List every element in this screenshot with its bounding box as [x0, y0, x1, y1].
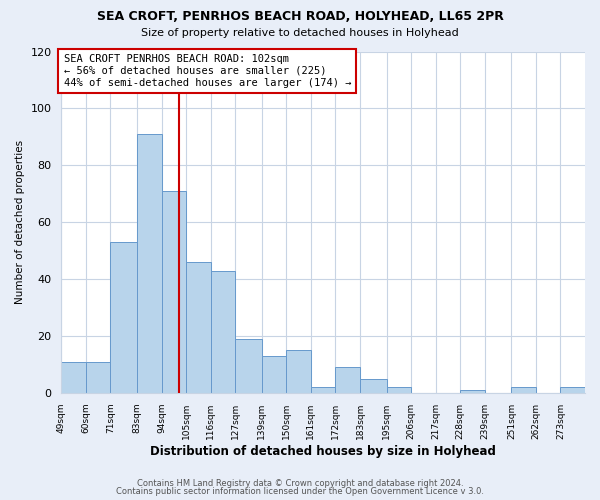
X-axis label: Distribution of detached houses by size in Holyhead: Distribution of detached houses by size … [150, 444, 496, 458]
Bar [235, 339, 262, 393]
Bar [262, 356, 286, 393]
Bar [211, 270, 235, 393]
Bar [86, 362, 110, 393]
Bar [137, 134, 161, 393]
Bar [61, 362, 86, 393]
Bar [387, 387, 411, 393]
Text: SEA CROFT PENRHOS BEACH ROAD: 102sqm
← 56% of detached houses are smaller (225)
: SEA CROFT PENRHOS BEACH ROAD: 102sqm ← 5… [64, 54, 351, 88]
Bar [161, 191, 186, 393]
Text: SEA CROFT, PENRHOS BEACH ROAD, HOLYHEAD, LL65 2PR: SEA CROFT, PENRHOS BEACH ROAD, HOLYHEAD,… [97, 10, 503, 23]
Bar [286, 350, 311, 393]
Text: Contains HM Land Registry data © Crown copyright and database right 2024.: Contains HM Land Registry data © Crown c… [137, 478, 463, 488]
Bar [311, 387, 335, 393]
Bar [460, 390, 485, 393]
Bar [110, 242, 137, 393]
Y-axis label: Number of detached properties: Number of detached properties [15, 140, 25, 304]
Text: Size of property relative to detached houses in Holyhead: Size of property relative to detached ho… [141, 28, 459, 38]
Bar [560, 387, 585, 393]
Bar [186, 262, 211, 393]
Text: Contains public sector information licensed under the Open Government Licence v : Contains public sector information licen… [116, 487, 484, 496]
Bar [511, 387, 536, 393]
Bar [360, 378, 387, 393]
Bar [335, 367, 360, 393]
